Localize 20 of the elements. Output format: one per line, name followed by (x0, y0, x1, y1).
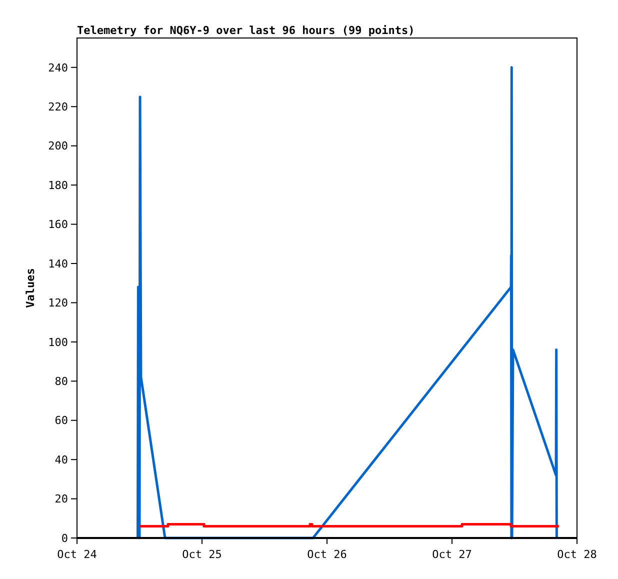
x-tick-label: Oct 26 (307, 548, 347, 561)
y-axis-title: Values (24, 268, 37, 308)
y-tick-label: 60 (54, 414, 68, 428)
y-tick-label: 140 (48, 257, 68, 270)
x-tick-label: Oct 27 (432, 548, 472, 561)
y-tick-label: 220 (48, 100, 68, 114)
y-tick-label: 200 (48, 140, 68, 153)
y-tick-label: 100 (48, 336, 68, 349)
y-tick-label: 160 (48, 218, 68, 232)
y-tick-label: 240 (48, 61, 68, 74)
y-tick-label: 80 (54, 374, 68, 388)
x-tick-label: Oct 24 (57, 548, 98, 561)
x-tick-label: Oct 25 (182, 548, 222, 561)
chart-title: Telemetry for NQ6Y-9 over last 96 hours (99 points) (77, 24, 415, 37)
y-tick-label: 20 (54, 492, 68, 506)
x-tick-label: Oct 28 (557, 548, 597, 561)
y-tick-label: 180 (48, 178, 68, 192)
y-tick-label: 40 (54, 453, 68, 466)
y-tick-label: 0 (61, 532, 68, 545)
y-tick-label: 120 (48, 296, 68, 310)
